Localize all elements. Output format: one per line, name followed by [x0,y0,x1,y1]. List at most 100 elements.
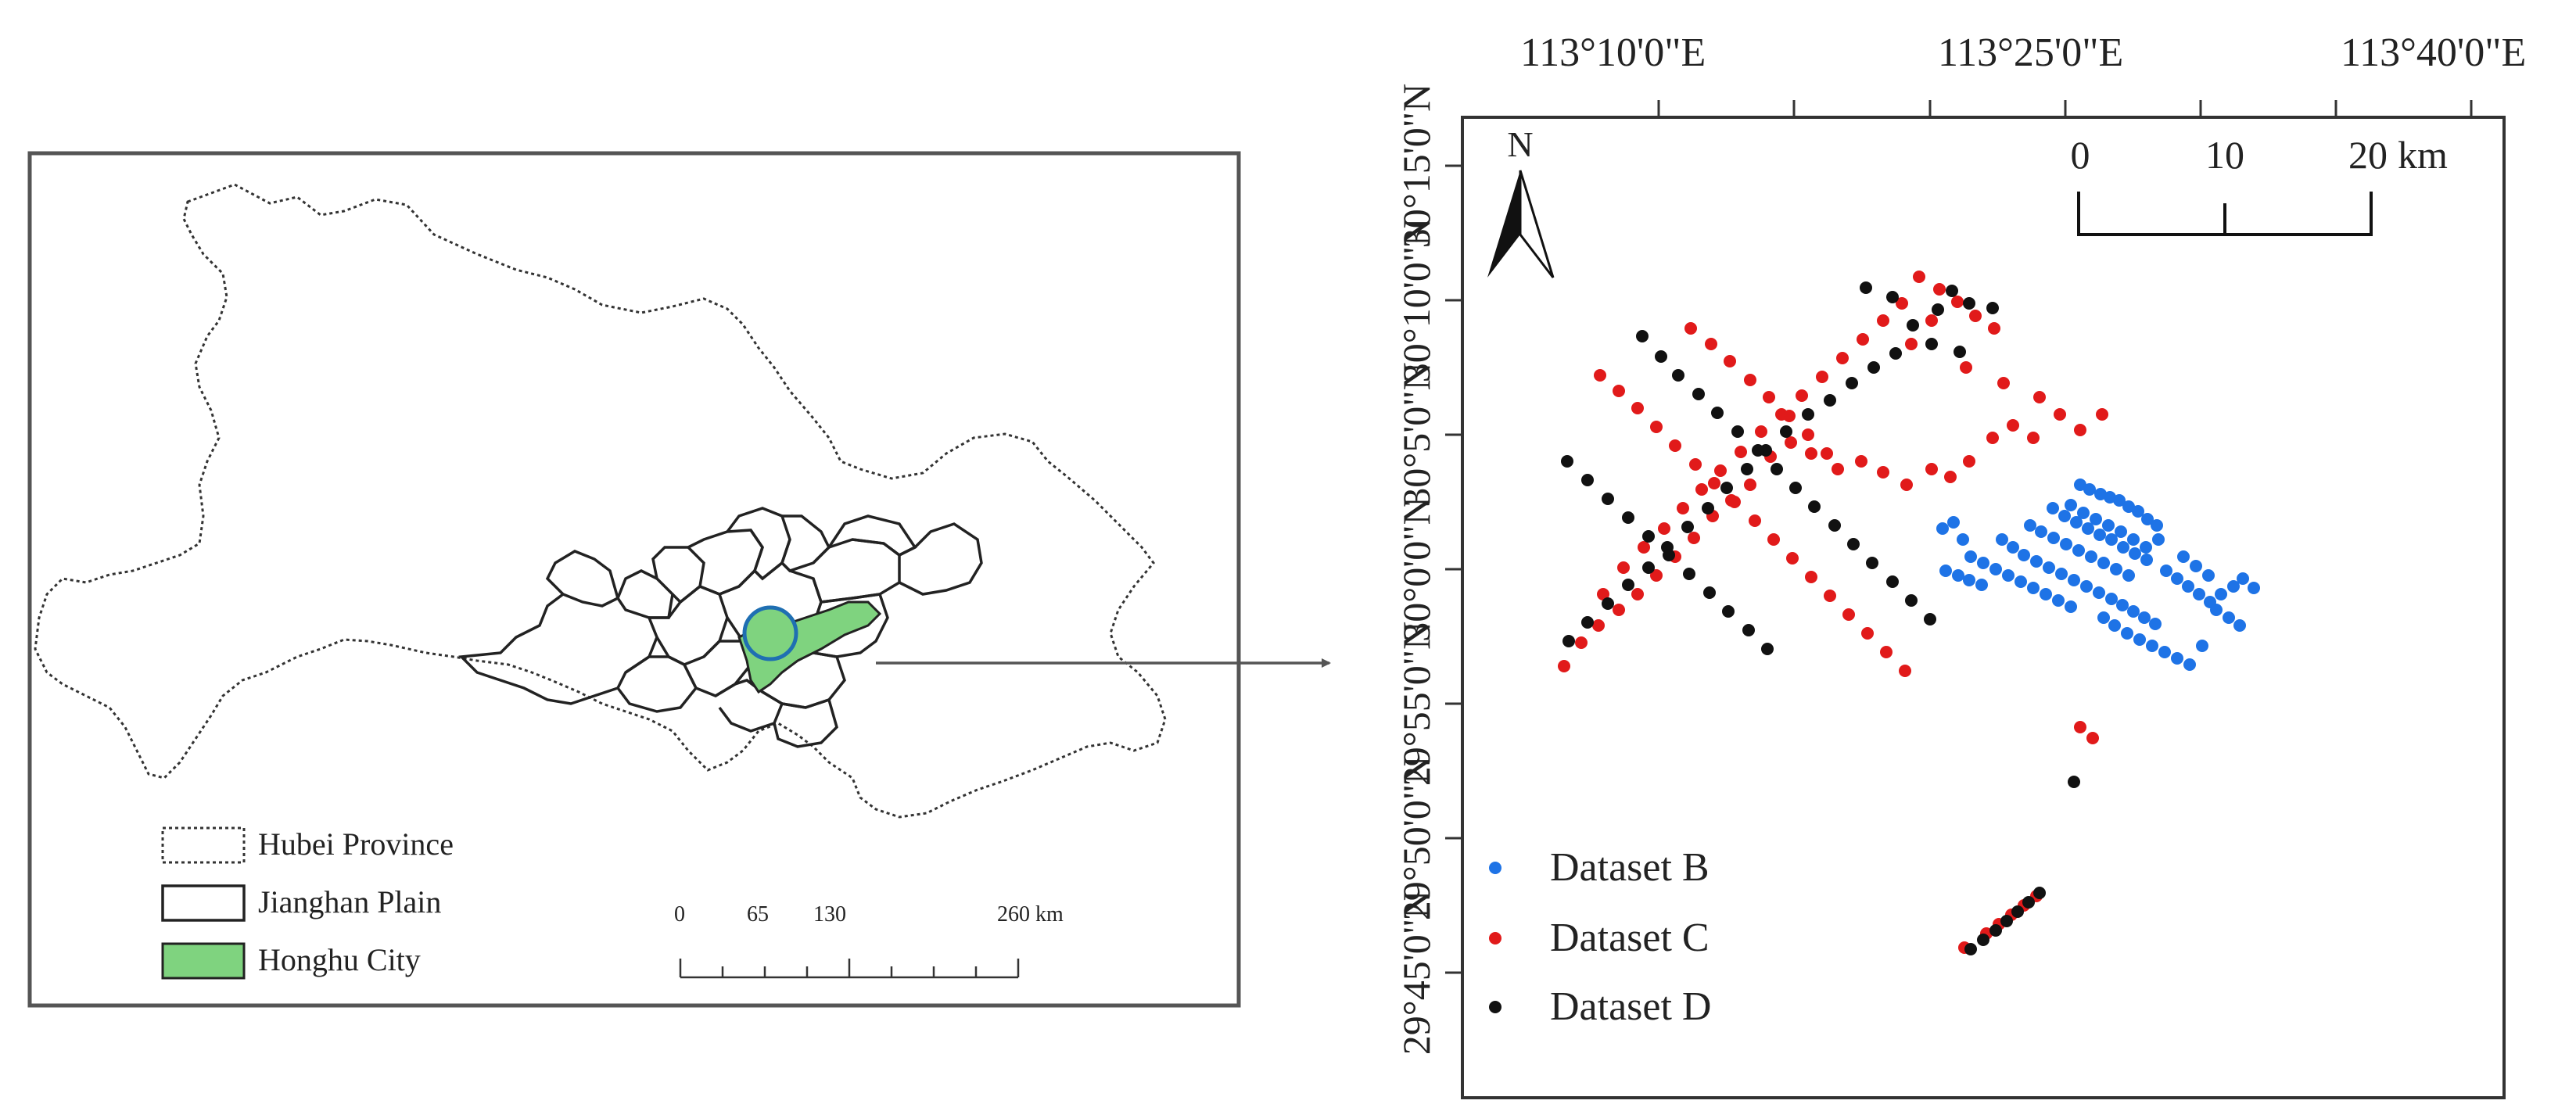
dataset-c-point [1708,477,1720,489]
dataset-c-point [1658,522,1670,535]
dataset-b-point [1996,533,2008,546]
dataset-b-point [2002,569,2015,582]
study-scale-label-10: 10 [2205,133,2244,177]
dataset-b-point [2093,529,2106,541]
study-map: 113°10'0"E 113°25'0"E 113°40'0"E 30°15'0… [1394,30,2526,1099]
dataset-b-point [2007,541,2019,554]
dataset-c-point [1749,514,1761,527]
dataset-c-point [1558,660,1570,672]
dataset-d-point [2000,915,2013,927]
left-axis-label-29-55: 29°55'0"N [1394,622,1438,787]
dataset-c-point [1824,590,1836,602]
honghu-highlight-circle [742,605,798,661]
dataset-b-point [1947,516,1960,529]
dataset-c-point [1735,446,1747,458]
dataset-b-point [2121,627,2133,640]
dataset-d-point [1964,943,1977,955]
left-axis-label-30-5: 30°5'0"N [1394,362,1438,507]
legend-label-jianghan: Jianghan Plain [258,884,441,919]
dataset-c-point [1900,479,1913,491]
legend-swatch-honghu [161,942,246,980]
dataset-c-point [1631,588,1644,600]
dataset-c-point [1877,314,1889,327]
dataset-c-point [1905,338,1918,350]
dataset-d-point [1720,482,1733,494]
dataset-c-point [1695,483,1708,496]
dataset-b-point [2065,600,2077,613]
top-axis-label-113-10: 113°10'0"E [1520,30,1706,75]
dataset-d-point [1742,624,1755,636]
left-axis-label-29-45: 29°45'0"N [1394,891,1438,1056]
dataset-b-point [1975,579,1988,591]
dataset-c-point [1986,432,1999,444]
dataset-d-point [1581,616,1594,629]
dataset-b-point [2141,513,2154,525]
dataset-c-point [1896,297,1908,310]
dataset-d-point [1780,425,1792,438]
dataset-b-point [2093,586,2105,599]
dataset-d-point [1562,635,1575,647]
legend-marker-dataset-d [1489,1001,1501,1013]
dataset-d-point [1828,519,1841,532]
dataset-b-point [2043,561,2055,574]
dataset-c-point [1617,561,1630,574]
study-scale-label-0: 0 [2071,133,2090,177]
dataset-c-point [1855,455,1867,468]
locator-scale-label-0: 0 [674,902,685,927]
dataset-c-point [1689,458,1702,471]
dataset-d-point [1752,444,1764,457]
legend-label-dataset-d: Dataset D [1550,984,1711,1029]
dataset-d-point [1622,579,1634,591]
locator-scale-label-130: 130 [813,902,846,927]
dataset-b-point [2047,532,2060,544]
dataset-b-point [2223,611,2235,624]
dataset-d-point [1741,463,1753,475]
dataset-b-point [2122,569,2135,582]
dataset-b-points [1936,479,2260,671]
dataset-b-point [2196,640,2208,652]
dataset-c-point [1880,646,1893,658]
dataset-b-point [2132,505,2144,518]
dataset-b-point [2072,544,2085,557]
dataset-d-point [1954,346,1966,358]
dataset-c-point [1969,310,1982,322]
dataset-b-point [1964,550,1977,563]
dataset-d-point [2011,905,2024,918]
dataset-d-point [1847,538,1860,550]
dataset-c-point [2096,408,2108,421]
dataset-b-point [2085,550,2097,563]
dataset-b-point [2248,582,2260,594]
dataset-d-point [1602,493,1614,505]
north-arrow: N [1487,124,1555,278]
dataset-d-point [1986,302,1999,314]
dataset-b-point [2055,568,2068,580]
dataset-d-point [1636,330,1649,342]
dataset-d-point [1663,549,1675,561]
dataset-b-point [2105,593,2118,605]
dataset-b-point [2105,533,2118,546]
dataset-d-point [1642,530,1655,543]
dataset-c-point [1677,502,1689,514]
dataset-d-point [1905,594,1918,607]
dataset-d-point [1711,407,1724,419]
study-scale-label-20: 20 [2348,133,2388,177]
locator-map: Hubei Province Jianghan Plain Honghu Cit… [27,151,1241,1008]
dataset-d-point [1602,597,1614,610]
dataset-d-point [1889,347,1902,360]
dataset-c-point [1613,604,1625,616]
dataset-c-point [1963,455,1975,468]
locator-scale-bar [679,959,1020,979]
dataset-c-point [1877,466,1889,479]
dataset-c-point [1944,471,1957,483]
dataset-d-point [1924,613,1936,625]
dataset-c-point [1836,352,1849,364]
dataset-c-point [1960,361,1972,374]
dataset-c-point [2027,432,2040,444]
dataset-c-point [1597,588,1609,600]
dataset-c-point [1816,371,1828,383]
dataset-d-point [1846,377,1858,389]
dataset-b-point [2097,557,2110,569]
dataset-b-point [2140,541,2152,554]
dataset-d-point [1963,297,1975,310]
